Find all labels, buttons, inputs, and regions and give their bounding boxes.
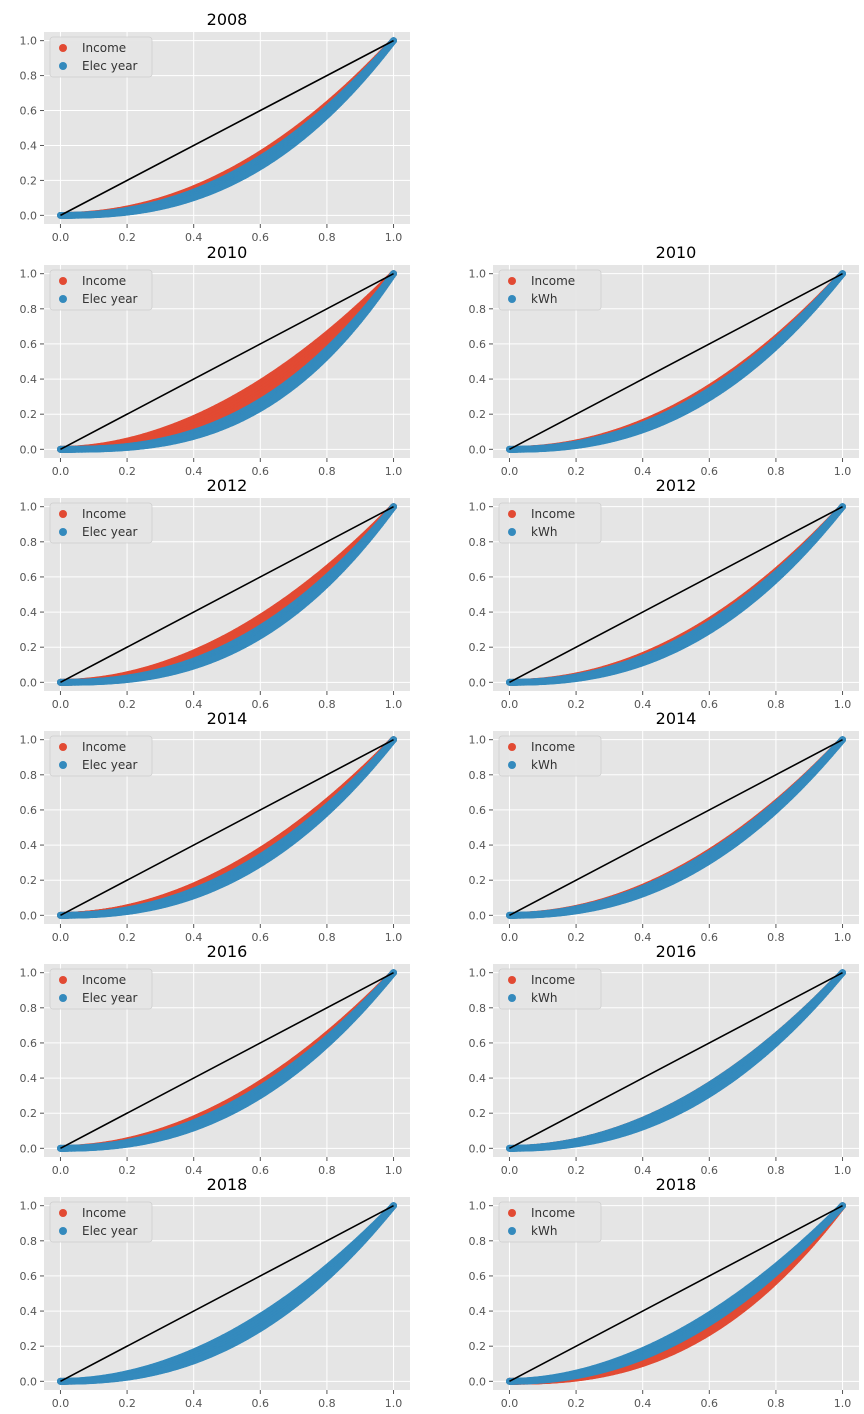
x-tick-label: 0.4	[185, 465, 203, 478]
x-tick-label: 0.6	[252, 465, 270, 478]
legend-label: Elec year	[82, 292, 138, 306]
x-tick-label: 0.6	[252, 231, 270, 244]
x-tick-label: 0.2	[118, 231, 136, 244]
y-tick-label: 0.4	[20, 139, 38, 152]
x-tick-label: 0.2	[118, 465, 136, 478]
legend-label: Income	[82, 274, 126, 288]
x-tick-label: 0.8	[318, 231, 336, 244]
chart-panel-2: 0.0 0.2 0.4 0.6 0.8 1.00.00.20.40.60.81.0 Inco…	[469, 243, 859, 478]
y-tick-label: 0.6	[469, 338, 487, 351]
y-tick-label: 0.2	[469, 408, 487, 421]
series-elec-year	[57, 37, 397, 219]
chart-title: 2008	[207, 10, 248, 29]
x-tick-label: 1.0	[385, 465, 403, 478]
chart-title: 2010	[207, 243, 248, 262]
legend-label: Elec year	[82, 59, 138, 73]
x-tick-label: 0.0	[52, 231, 70, 244]
y-tick-label: 0.6	[20, 338, 38, 351]
x-tick-label: 0.6	[701, 465, 719, 478]
y-tick-label: 0.0	[469, 443, 487, 456]
x-tick-label: 0.4	[185, 231, 203, 244]
legend: Income Elec year	[49, 269, 153, 311]
x-tick-label: 1.0	[834, 465, 852, 478]
legend-marker	[59, 62, 67, 70]
y-tick-label: 0.4	[20, 373, 38, 386]
x-tick-label: 0.8	[767, 465, 785, 478]
x-tick-label: 0.8	[318, 465, 336, 478]
y-tick-label: 1.0	[469, 268, 487, 281]
y-tick-label: 0.6	[20, 105, 38, 118]
y-tick-label: 0.8	[20, 303, 38, 316]
x-tick-label: 0.0	[501, 465, 519, 478]
x-tick-label: 0.4	[634, 465, 652, 478]
y-tick-label: 0.4	[469, 373, 487, 386]
y-tick-label: 1.0	[20, 268, 38, 281]
legend: Income Elec year	[49, 36, 153, 78]
legend-label: Income	[82, 41, 126, 55]
chart-panel-0: 0.0 0.2 0.4 0.6 0.8 1.0 0.0 0.2 0.4 0.6 0.8 1.0 Inco…	[20, 10, 410, 244]
y-tick-label: 0.0	[20, 443, 38, 456]
y-tick-label: 0.8	[469, 303, 487, 316]
y-tick-label: 1.0	[20, 35, 38, 48]
legend-marker	[59, 277, 67, 285]
x-tick-label: 0.2	[567, 465, 585, 478]
legend-marker	[59, 44, 67, 52]
y-tick-label: 0.2	[20, 408, 38, 421]
legend-marker	[59, 295, 67, 303]
x-tick-label: 1.0	[385, 231, 403, 244]
chart-panel-1: 0.0 0.2 0.4 0.6 0.8 1.0 0.0 0.2 0.4 0.6 0.8 1.0 Inco…	[20, 243, 410, 478]
y-tick-label: 0.0	[20, 209, 38, 222]
x-tick-label: 0.0	[52, 465, 70, 478]
y-tick-label: 0.8	[20, 70, 38, 83]
y-tick-label: 0.2	[20, 174, 38, 187]
